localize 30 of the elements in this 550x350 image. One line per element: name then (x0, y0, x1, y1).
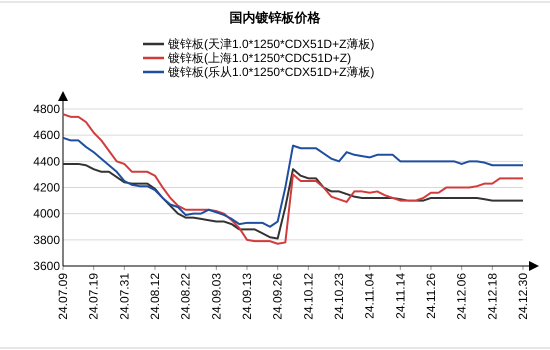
y-tick-label: 3600 (33, 259, 60, 273)
x-tick-label: 24.11.04 (362, 272, 377, 319)
x-tick-label: 24.09.03 (209, 272, 224, 320)
y-tick-label: 3800 (33, 232, 60, 247)
x-tick-label: 24.12.06 (454, 272, 469, 320)
x-tick-label: 24.10.12 (301, 272, 316, 320)
y-tick-label: 4000 (33, 206, 60, 221)
line-series (62, 113, 524, 245)
x-tick-label: 24.10.23 (332, 272, 346, 320)
x-tick-label: 24.12.18 (485, 272, 500, 320)
x-tick-label: 24.11.14 (393, 272, 408, 319)
x-tick-label: 24.11.26 (424, 272, 438, 319)
x-tick-label: 24.09.13 (240, 272, 254, 320)
x-tick-label: 24.08.12 (148, 272, 162, 320)
legend-label: 镀锌板(上海1.0*1250*CDC51D+Z) (167, 51, 352, 65)
legend-label: 镀锌板(天津1.0*1250*CDX51D+Z薄板) (167, 37, 374, 51)
line-series (62, 162, 524, 240)
y-tick-label: 4200 (33, 180, 60, 194)
y-tick-label: 4600 (33, 128, 60, 142)
y-tick-label: 4800 (33, 102, 60, 116)
x-tick-label: 24.12.30 (516, 272, 530, 320)
legend-label: 镀锌板(乐从1.0*1250*CDX51D+Z薄板) (167, 65, 374, 79)
chart-title: 国内镀锌板价格 (230, 10, 322, 25)
x-tick-label: 24.07.09 (56, 272, 70, 320)
x-tick-label: 24.08.22 (178, 272, 193, 320)
x-tick-label: 24.07.19 (86, 272, 101, 320)
x-tick-label: 24.07.31 (117, 272, 132, 320)
x-tick-label: 24.09.26 (270, 272, 285, 320)
y-tick-label: 4400 (33, 154, 60, 168)
line-series (62, 136, 524, 228)
